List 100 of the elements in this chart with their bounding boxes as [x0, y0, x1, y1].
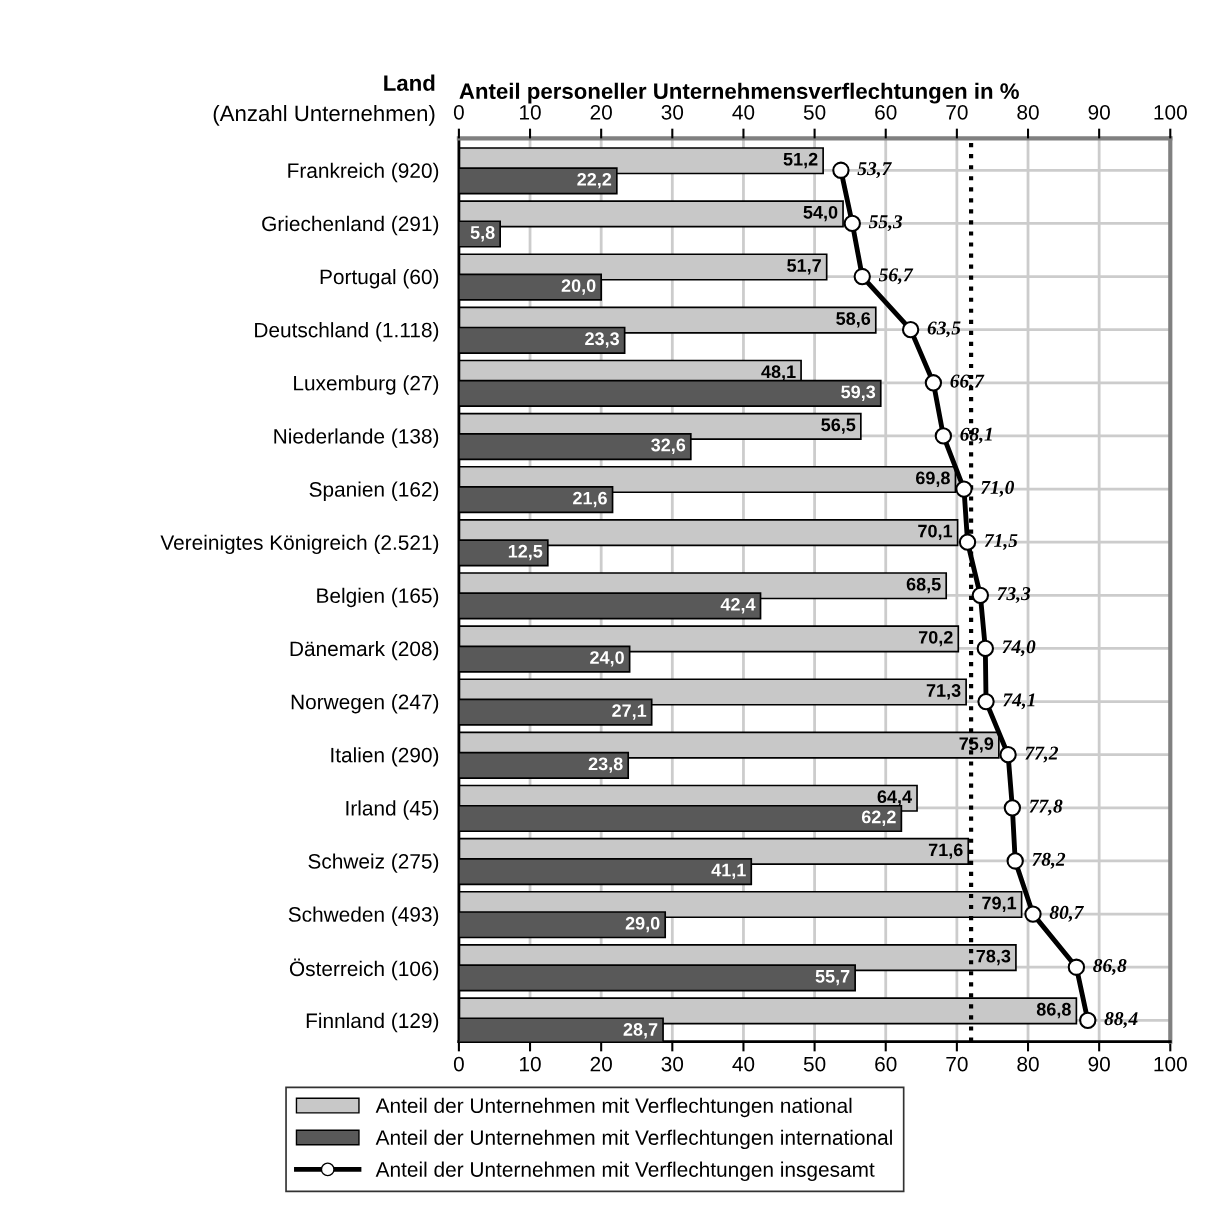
x-tick-label: 80 — [1017, 1056, 1039, 1072]
y-axis-title: Land — [384, 74, 435, 91]
y-tick-label: Italien (290) — [331, 747, 439, 767]
data-label: 70,2 — [918, 630, 953, 647]
x-tick-label: 40 — [732, 1056, 755, 1072]
y-tick-label: Spanien (162) — [309, 481, 439, 501]
x2-tick-label: 70 — [946, 104, 968, 120]
x2-tick-label: 50 — [803, 104, 826, 120]
legend-label: Anteil der Unternehmen mit Verflechtungen national — [375, 1097, 852, 1118]
data-label: 12,5 — [508, 544, 543, 561]
data-label: 77,8 — [1029, 799, 1063, 816]
y-tick-label: Niederlande (138) — [274, 428, 439, 448]
data-label: 80,7 — [1049, 905, 1085, 922]
data-label: 41,1 — [711, 863, 746, 880]
x-tick-label: 60 — [875, 1056, 897, 1072]
legend-label: Anteil der Unternehmen mit Verflechtungen insgesamt — [375, 1161, 875, 1182]
data-label: 55,3 — [868, 215, 903, 232]
data-label: 64,4 — [877, 790, 912, 806]
y-tick-label: Irland (45) — [346, 800, 439, 820]
data-label: 86,8 — [1093, 958, 1127, 975]
y-tick-label: Schweden (493) — [288, 906, 439, 926]
data-label: 23,8 — [588, 757, 623, 773]
point — [977, 692, 995, 711]
data-label: 86,8 — [1036, 1002, 1071, 1019]
point — [934, 427, 953, 445]
y-tick-label: Finnland (129) — [306, 1012, 439, 1033]
data-label: 79,1 — [982, 896, 1017, 912]
point — [924, 374, 943, 392]
data-label: 59,3 — [841, 385, 876, 401]
y-tick-label: Dänemark (208) — [290, 640, 439, 661]
data-label: 88,4 — [1104, 1012, 1138, 1029]
data-label: 56,7 — [878, 268, 914, 285]
x-tick-label: 90 — [1088, 1056, 1110, 1072]
y-tick-label: Norwegen (247) — [291, 694, 439, 714]
point — [958, 533, 977, 551]
data-label: 48,1 — [761, 365, 796, 381]
data-label: 22,2 — [577, 172, 612, 189]
text: (Anzahl Unternehmen) — [213, 104, 435, 126]
x2-tick-label: 40 — [732, 104, 755, 120]
point — [853, 267, 871, 286]
data-label: 56,5 — [821, 418, 856, 434]
data-label: 74,0 — [1002, 640, 1036, 657]
x2-tick-label: 20 — [590, 104, 612, 120]
data-label: 29,0 — [625, 916, 660, 933]
data-label: 77,2 — [1025, 746, 1059, 763]
data-label: 24,0 — [590, 651, 624, 667]
x2-tick-label: 90 — [1088, 104, 1110, 120]
y-tick-label: Deutschland (1.118) — [255, 322, 439, 342]
y-tick-label: Schweiz (275) — [308, 853, 439, 873]
x-tick-label: 70 — [946, 1056, 968, 1072]
data-label: 70,1 — [918, 524, 953, 541]
data-label: 5,8 — [470, 226, 495, 242]
x2-tick-label: 30 — [661, 104, 684, 120]
data-label: 28,7 — [623, 1023, 658, 1039]
point — [976, 639, 995, 658]
x-tick-label: 50 — [803, 1056, 826, 1072]
data-label: 68,1 — [960, 427, 992, 444]
x2-tick-label: 10 — [520, 104, 541, 120]
point — [901, 320, 920, 339]
data-label: 63,5 — [927, 321, 961, 338]
point — [843, 214, 861, 233]
data-label: 68,5 — [906, 577, 941, 594]
point — [832, 161, 850, 179]
x-tick-label: 100 — [1154, 1056, 1187, 1072]
x-tick-label: 30 — [661, 1056, 684, 1072]
data-label: 55,7 — [815, 970, 850, 986]
data-label: 71,6 — [928, 843, 963, 859]
x2-tick-label: 80 — [1017, 104, 1039, 120]
y-tick-label: Frankreich (920) — [288, 162, 439, 183]
y-tick-label: Luxemburg (27) — [294, 375, 439, 395]
point — [1024, 905, 1042, 923]
x-tick-label: 0 — [453, 1056, 464, 1072]
point — [999, 746, 1017, 764]
point — [1067, 958, 1086, 976]
x2-axis-title: Anteil personeller Unternehmensverflechtungen in % — [459, 82, 1019, 104]
data-label: 75,9 — [959, 737, 994, 753]
data-label: 51,2 — [783, 152, 818, 169]
data-label: 73,3 — [997, 587, 1031, 603]
point — [1003, 799, 1022, 817]
data-label: 71,3 — [926, 684, 961, 700]
y-tick-label: Belgien (165) — [317, 587, 439, 608]
data-label: 71,0 — [981, 480, 1015, 497]
data-label: 27,1 — [612, 704, 647, 720]
point — [955, 480, 973, 498]
data-label: 21,6 — [573, 491, 607, 508]
data-label: 32,6 — [651, 438, 686, 455]
y-tick-label: Griechenland (291) — [262, 215, 439, 236]
y-tick-label: Portugal (60) — [320, 268, 439, 289]
data-label: 78,3 — [976, 949, 1011, 966]
data-label: 78,2 — [1032, 852, 1066, 869]
y-tick-label: Vereinigtes Königreich (2.521) — [160, 534, 439, 555]
data-label: 23,3 — [585, 332, 620, 348]
y-tick-label: Österreich (106) — [289, 958, 439, 981]
data-label: 74,1 — [1003, 693, 1035, 710]
data-label: 71,5 — [984, 534, 1018, 550]
x-tick-label: 10 — [520, 1056, 541, 1072]
data-label: 51,7 — [787, 259, 821, 275]
data-label: 20,0 — [561, 279, 596, 295]
data-label: 62,2 — [861, 810, 896, 826]
x-tick-label: 20 — [590, 1056, 612, 1072]
